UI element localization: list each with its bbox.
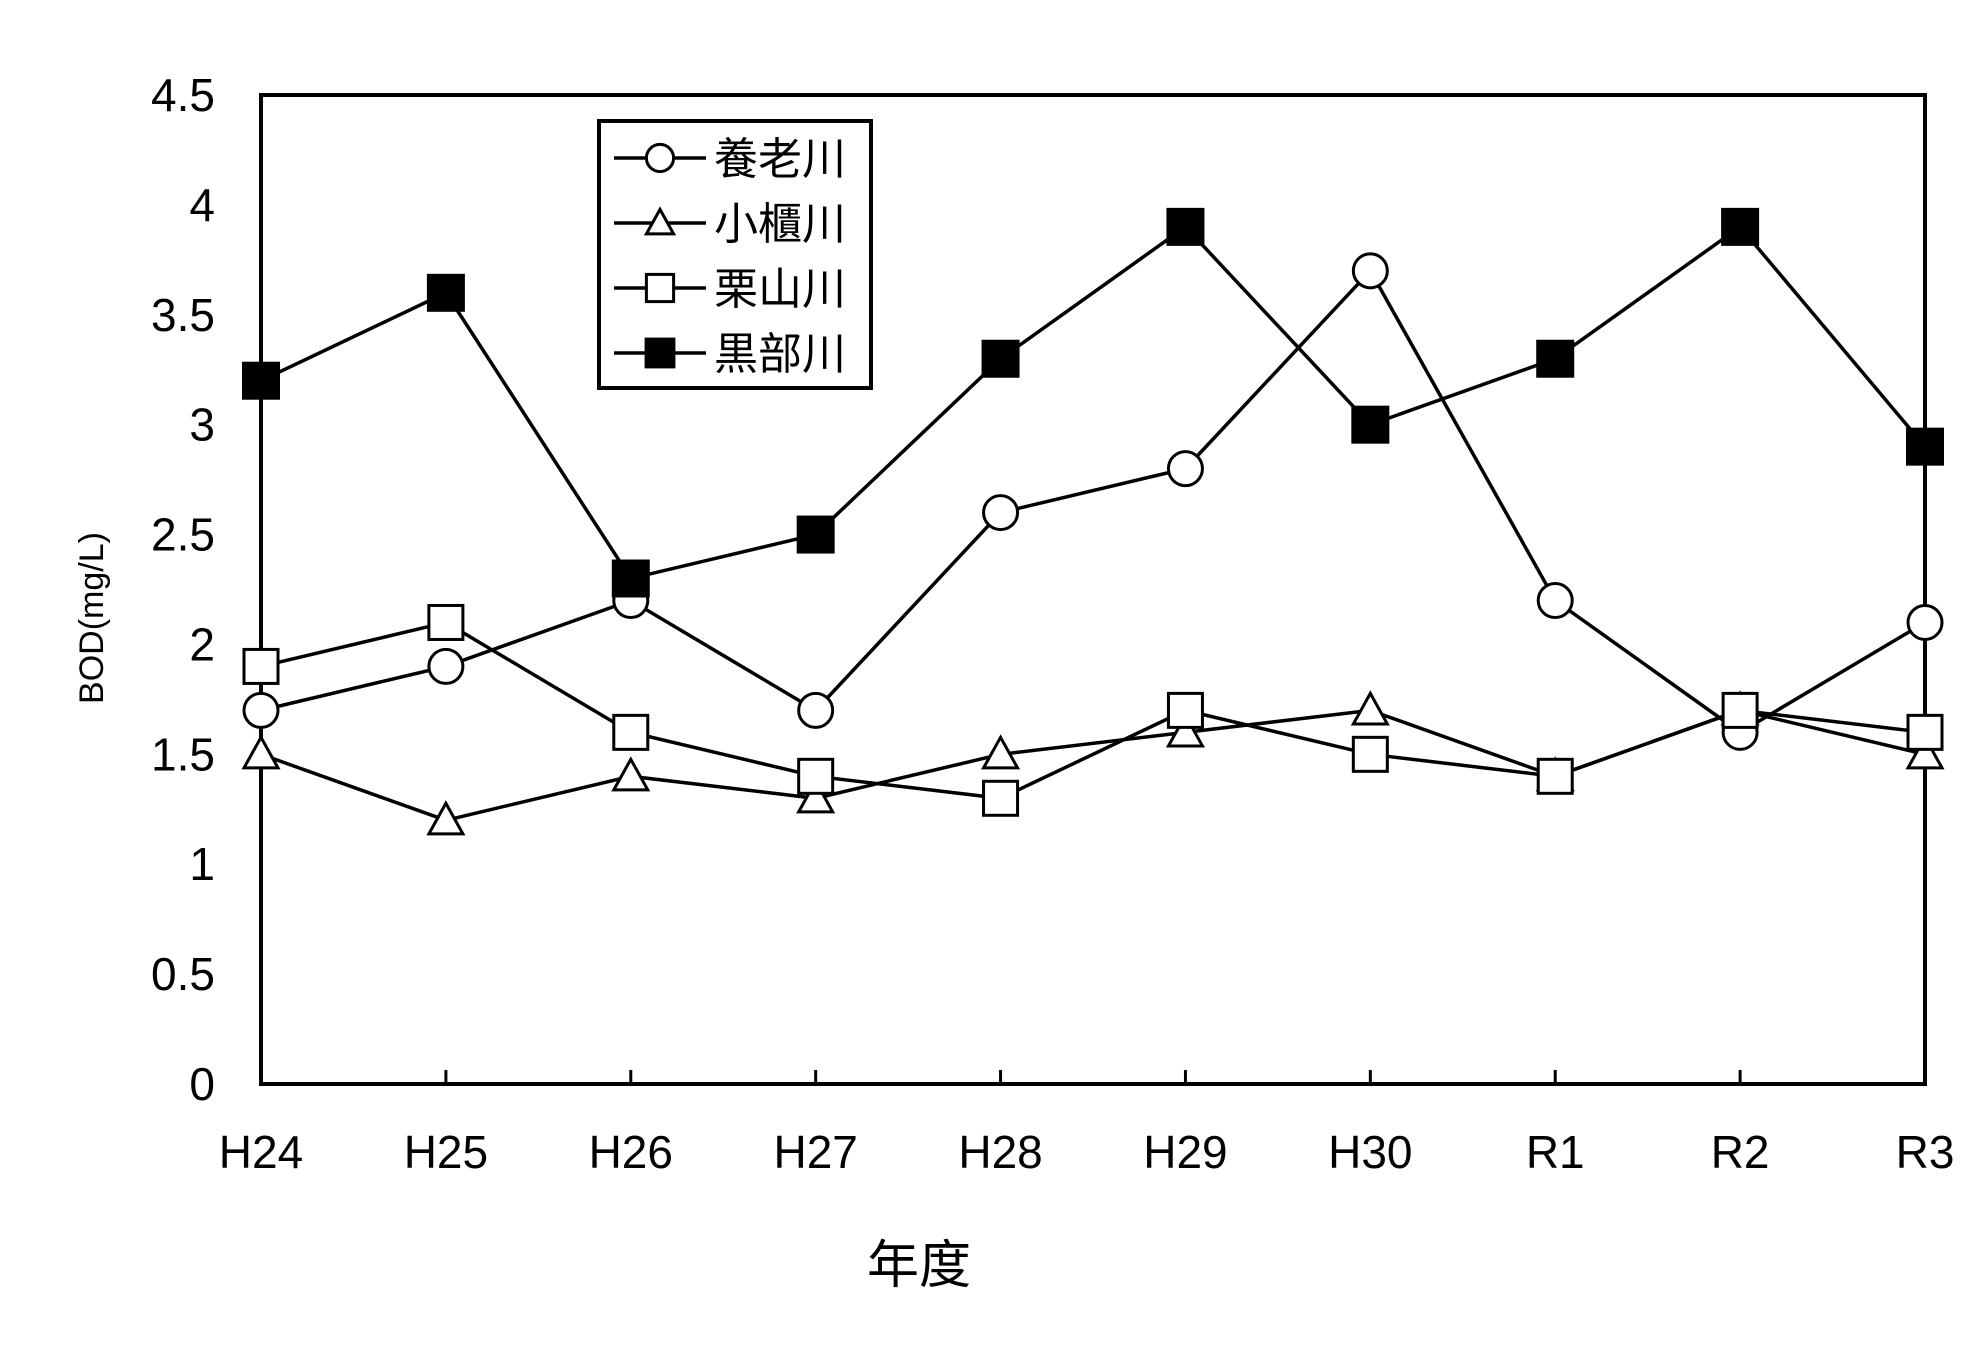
legend-label-3: 栗山川 xyxy=(714,265,846,314)
x-axis-ticks xyxy=(444,1070,1742,1084)
y-axis-tick-labels: 0 0.5 1 1.5 2 2.5 3 3.5 4 4.5 xyxy=(151,69,215,1110)
series-4-point-h24 xyxy=(242,361,280,400)
series-3-point-r1 xyxy=(1536,757,1574,795)
series-4-line xyxy=(260,224,1927,581)
series-4-point-h26 xyxy=(611,559,650,598)
y-tick-label-4: 4 xyxy=(189,179,215,231)
y-tick-label-3: 3 xyxy=(189,399,215,451)
y-tick-label-4-5: 4.5 xyxy=(151,69,215,121)
series-3-point-r2 xyxy=(1721,691,1759,729)
legend-marker-3 xyxy=(644,272,676,304)
series-2-point-h28 xyxy=(981,734,1021,770)
x-tick-label-r2: R2 xyxy=(1711,1126,1770,1178)
series-3-point-h26 xyxy=(612,713,650,751)
series-1-point-r3 xyxy=(1906,603,1944,641)
x-tick-label-h26: H26 xyxy=(589,1126,673,1178)
legend-label-4: 黒部川 xyxy=(714,330,846,379)
series-1-point-h24 xyxy=(242,691,280,729)
series-3-point-h29 xyxy=(1166,691,1204,729)
series-2-point-r3 xyxy=(1905,734,1945,770)
series-4-point-h28 xyxy=(981,339,1020,378)
series-4-point-h25 xyxy=(426,273,465,312)
legend-box xyxy=(597,119,873,390)
series-1-point-h30 xyxy=(1351,252,1389,290)
series-1-line xyxy=(260,267,1926,735)
series-3-point-r3 xyxy=(1906,713,1944,751)
y-tick-label-1: 1 xyxy=(189,838,215,890)
series-2-line xyxy=(260,708,1926,823)
series-4-point-r2 xyxy=(1721,207,1760,246)
x-tick-label-r1: R1 xyxy=(1526,1126,1585,1178)
series-3-point-h27 xyxy=(797,757,835,795)
series-1-point-h27 xyxy=(797,691,835,729)
x-tick-label-r3: R3 xyxy=(1896,1126,1955,1178)
y-tick-label-1-5: 1.5 xyxy=(151,728,215,780)
x-tick-label-h27: H27 xyxy=(773,1126,857,1178)
legend-marker-1 xyxy=(644,142,676,174)
series-2-point-h30 xyxy=(1350,690,1390,726)
series-2-point-h29 xyxy=(1165,712,1205,748)
y-tick-label-0-5: 0.5 xyxy=(151,948,215,1000)
x-axis-title: 年度 xyxy=(867,1237,971,1295)
y-tick-label-2: 2 xyxy=(189,618,215,670)
x-tick-label-h28: H28 xyxy=(958,1126,1042,1178)
series-4-point-r1 xyxy=(1536,339,1575,378)
series-4-point-h30 xyxy=(1351,405,1390,444)
y-axis-title: BOD(mg/L) xyxy=(73,532,111,704)
series-4-point-h27 xyxy=(796,515,835,554)
plot-area xyxy=(259,93,1927,1086)
legend-marker-2 xyxy=(643,206,677,236)
series-3-point-h30 xyxy=(1351,735,1389,773)
x-tick-label-h30: H30 xyxy=(1328,1126,1412,1178)
y-tick-label-0: 0 xyxy=(189,1058,215,1110)
series-3 xyxy=(242,603,1944,817)
series-4 xyxy=(242,207,1944,598)
legend-label-2: 小櫃川 xyxy=(714,200,846,249)
x-axis-tick-labels: H24 H25 H26 H27 H28 H29 H30 R1 R2 R3 xyxy=(219,1126,1955,1178)
series-4-point-h29 xyxy=(1166,207,1205,246)
series-4-point-r3 xyxy=(1906,427,1944,466)
series-1 xyxy=(242,252,1944,751)
series-2-point-h24 xyxy=(241,734,281,770)
legend-label-1: 養老川 xyxy=(714,135,846,184)
x-tick-label-h29: H29 xyxy=(1143,1126,1227,1178)
series-3-point-h24 xyxy=(242,647,280,685)
series-3-point-h25 xyxy=(427,603,465,641)
series-2-point-h25 xyxy=(426,800,466,836)
series-1-point-h28 xyxy=(982,494,1020,532)
x-tick-label-h25: H25 xyxy=(404,1126,488,1178)
series-2 xyxy=(241,690,1945,836)
series-1-point-h25 xyxy=(427,647,465,685)
series-1-point-h29 xyxy=(1166,450,1204,488)
series-3-line xyxy=(260,620,1926,801)
series-2-point-h26 xyxy=(611,756,651,792)
series-layer xyxy=(241,207,1945,836)
x-tick-label-h24: H24 xyxy=(219,1126,303,1178)
y-tick-label-2-5: 2.5 xyxy=(151,509,215,561)
series-1-point-r1 xyxy=(1536,581,1574,619)
series-2-point-h27 xyxy=(796,778,836,814)
y-tick-label-3-5: 3.5 xyxy=(151,289,215,341)
series-3-point-h28 xyxy=(982,779,1020,817)
legend-marker-4 xyxy=(644,337,676,369)
